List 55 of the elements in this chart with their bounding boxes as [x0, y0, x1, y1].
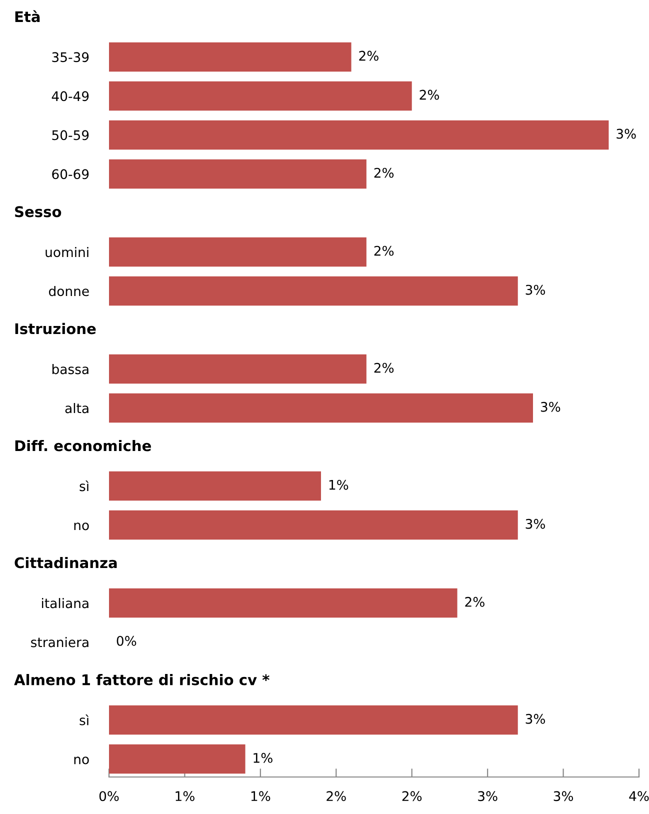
text: Sesso: [15, 206, 62, 218]
bar: [109, 81, 412, 111]
data-label: 3%: [616, 128, 636, 139]
bar: [109, 393, 533, 423]
bar: [109, 705, 518, 735]
x-tick-label: 2%: [402, 791, 422, 802]
y-tick-label: 35-39: [52, 52, 89, 62]
y-tick-label: 50-59: [52, 130, 89, 140]
annotation: Cittadinanza: [14, 556, 117, 568]
y-tick-label: no: [74, 756, 89, 764]
data-label: 3%: [526, 714, 546, 724]
y-tick-label: italiana: [42, 598, 88, 608]
y-tick-label: alta: [65, 402, 88, 414]
data-label: 2%: [359, 50, 378, 61]
bar: [109, 276, 518, 306]
data-label: 3%: [526, 284, 546, 295]
bar: [109, 588, 458, 618]
data-label: 2%: [420, 90, 440, 100]
annotation: Diff. economiche: [15, 440, 151, 452]
data-label: 3%: [540, 402, 560, 412]
x-tick-label: 3%: [478, 791, 498, 802]
y-tick-label: donne: [48, 286, 89, 296]
y-tick-label: straniera: [31, 637, 88, 648]
y-tick-label: no: [74, 522, 89, 530]
data-label: 2%: [374, 246, 394, 256]
y-tick-label: 40-49: [52, 91, 89, 102]
y-tick-label: 60-69: [52, 169, 89, 180]
data-label: 0%: [116, 636, 136, 646]
data-label: 2%: [374, 168, 394, 178]
y-tick-label: sì: [80, 480, 89, 492]
x-tick-label: 2%: [326, 791, 346, 802]
y-tick-label: sì: [80, 714, 89, 726]
bar: [109, 510, 518, 540]
annotation: Almeno 1 fattore di rischio cv *: [14, 674, 270, 686]
text: Istruzione: [15, 322, 96, 334]
y-tick-label: uomini: [46, 246, 88, 258]
data-label: 2%: [374, 362, 394, 373]
x-tick-label: 3%: [554, 791, 574, 802]
x-tick-label: 4%: [629, 791, 649, 802]
text: Età: [15, 10, 40, 22]
x-tick-label: 1%: [251, 791, 270, 802]
data-label: 2%: [465, 596, 484, 607]
x-tick-label: 1%: [176, 791, 194, 802]
y-tick-label: bassa: [52, 364, 88, 374]
data-label: 1%: [254, 752, 272, 763]
bar: [109, 354, 366, 384]
x-tick-label: 0%: [99, 791, 119, 802]
bar: [109, 744, 246, 774]
data-label: 1%: [329, 480, 348, 490]
bar: [109, 471, 321, 501]
bar: [109, 237, 366, 267]
bar: [109, 120, 609, 150]
bar: [109, 159, 366, 189]
bar: [109, 42, 352, 72]
data-label: 3%: [526, 518, 546, 529]
